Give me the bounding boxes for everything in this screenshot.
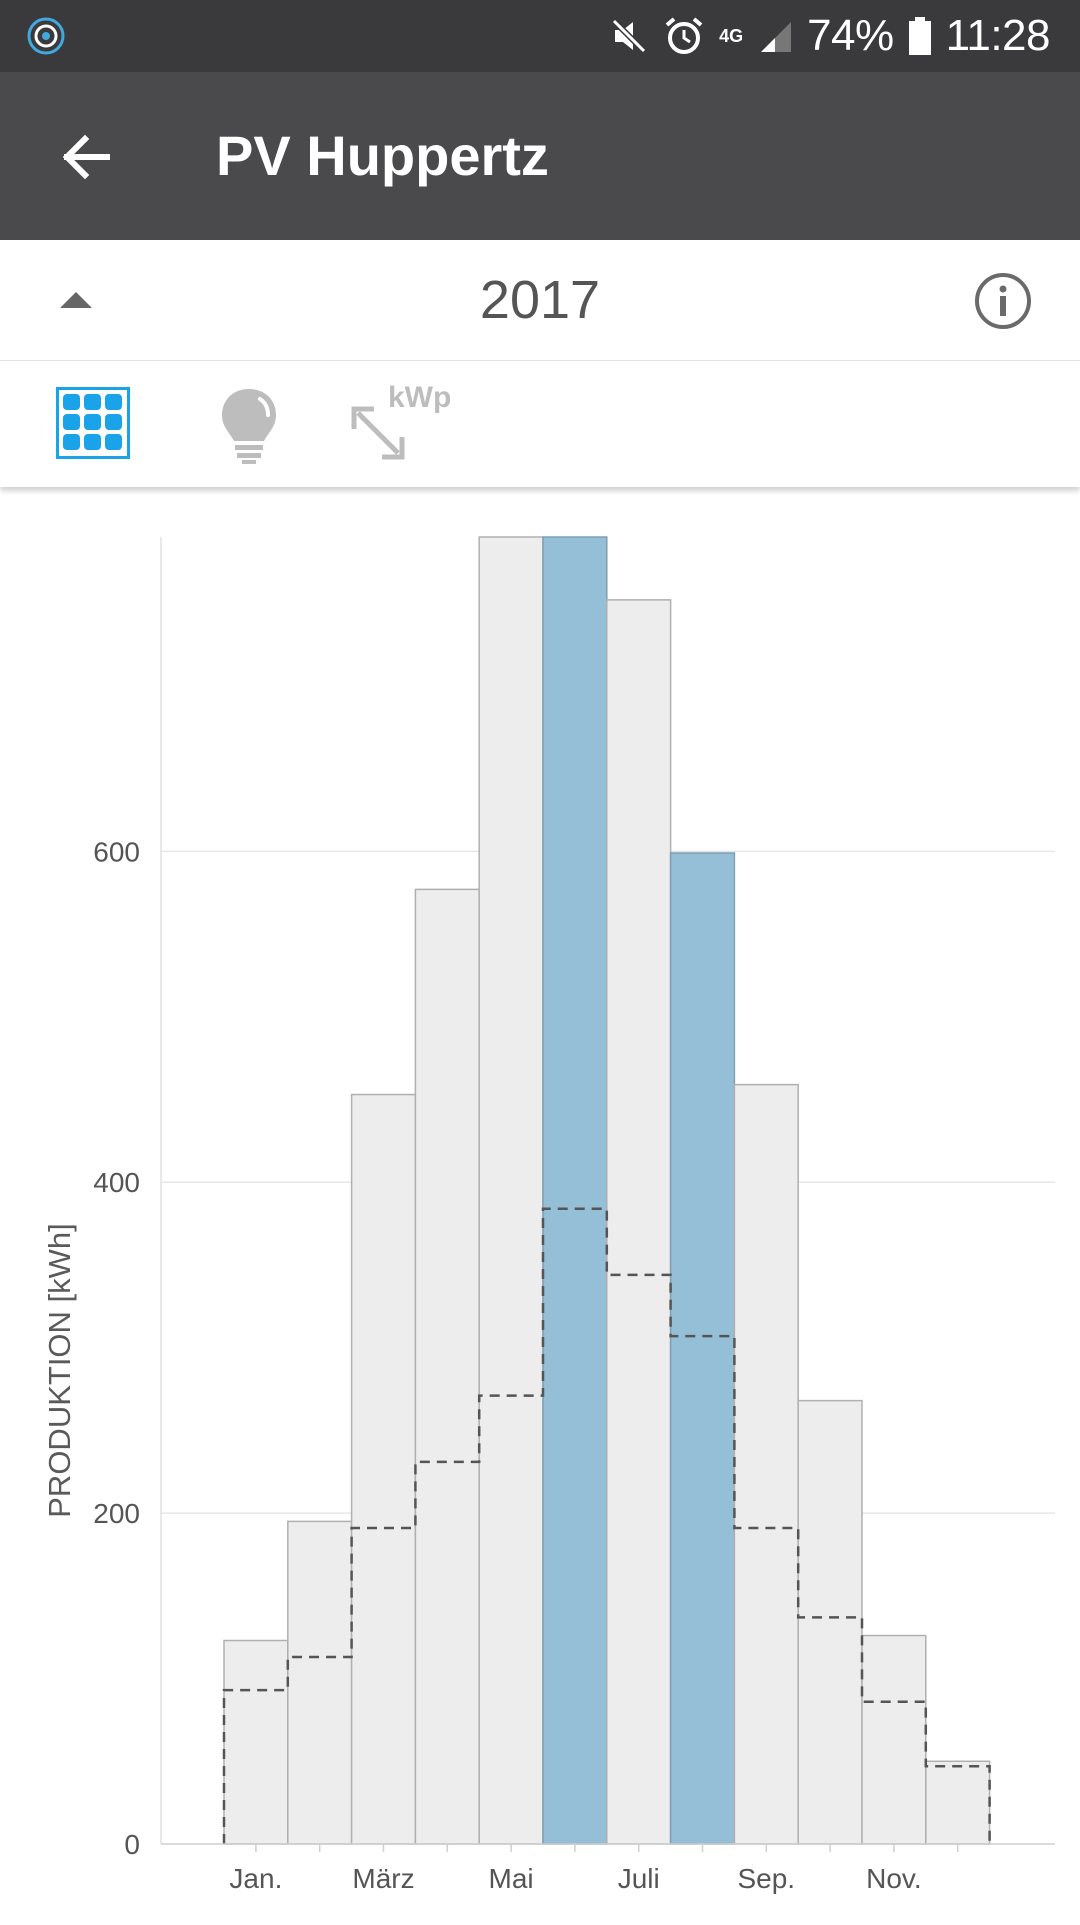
bar-mai[interactable] — [478, 536, 544, 1845]
bar-nov[interactable] — [861, 1634, 927, 1845]
bar-jul[interactable] — [606, 599, 672, 1845]
view-toolbar: kWp — [0, 361, 1080, 487]
app-notification-icon — [27, 17, 65, 55]
light-bulb-icon — [222, 389, 276, 464]
tool-solar-panel[interactable] — [56, 387, 130, 459]
app-bar: PV Huppertz — [0, 72, 1080, 240]
year-bar: 2017 — [0, 240, 1080, 361]
arrow-left-icon — [62, 134, 110, 180]
status-bar: 4G 74% 11:28 — [0, 0, 1080, 72]
kwp-label: kWp — [388, 381, 452, 414]
page-title: PV Huppertz — [216, 124, 549, 187]
bar-jan[interactable] — [223, 1639, 289, 1845]
x-tick-label: März — [352, 1863, 414, 1894]
x-tick-label: Nov. — [866, 1863, 922, 1894]
info-icon[interactable] — [974, 272, 1032, 330]
reference-step-line — [222, 1207, 991, 1844]
y-tick-label: 0 — [124, 1829, 140, 1860]
year-label: 2017 — [479, 270, 601, 330]
bar-jun[interactable] — [542, 536, 608, 1845]
mute-icon — [611, 18, 647, 54]
y-axis-title: PRODUKTION [kWh] — [42, 1223, 77, 1518]
x-tick-label: Juli — [618, 1863, 660, 1894]
tool-kwp[interactable]: kWp — [348, 381, 460, 461]
bar-okt[interactable] — [797, 1399, 863, 1845]
y-tick-label: 200 — [93, 1498, 140, 1529]
bar-mär[interactable] — [350, 1093, 417, 1845]
tool-consumption[interactable] — [216, 385, 282, 465]
alarm-icon — [665, 17, 703, 54]
x-tick-label: Mai — [489, 1863, 534, 1894]
x-tick-label: Sep. — [737, 1863, 795, 1894]
network-type: 4G — [719, 26, 744, 46]
clock: 11:28 — [945, 11, 1051, 60]
triangle-up-icon[interactable] — [50, 274, 102, 326]
y-tick-label: 400 — [93, 1167, 140, 1198]
solar-panel-icon — [56, 387, 130, 459]
back-button[interactable] — [40, 112, 130, 202]
production-chart: 0 200 400 600 PRODUKTION [kWh] Jan. März Mai Jul… — [0, 490, 1080, 1920]
bar-feb[interactable] — [287, 1520, 353, 1845]
bar-apr[interactable] — [414, 888, 480, 1845]
bar-dez[interactable] — [925, 1760, 991, 1845]
signal-icon — [761, 22, 792, 52]
x-tick-label: Jan. — [229, 1863, 282, 1894]
bar-aug[interactable] — [669, 852, 736, 1845]
resize-arrows-icon — [351, 406, 405, 460]
battery-percent: 74% — [807, 11, 894, 60]
battery-icon — [908, 17, 931, 55]
production-chart-svg: 0 200 400 600 PRODUKTION [kWh] Jan. März Mai Jul… — [42, 536, 1055, 1894]
bar-sep[interactable] — [733, 1083, 799, 1845]
y-tick-label: 600 — [93, 836, 140, 867]
